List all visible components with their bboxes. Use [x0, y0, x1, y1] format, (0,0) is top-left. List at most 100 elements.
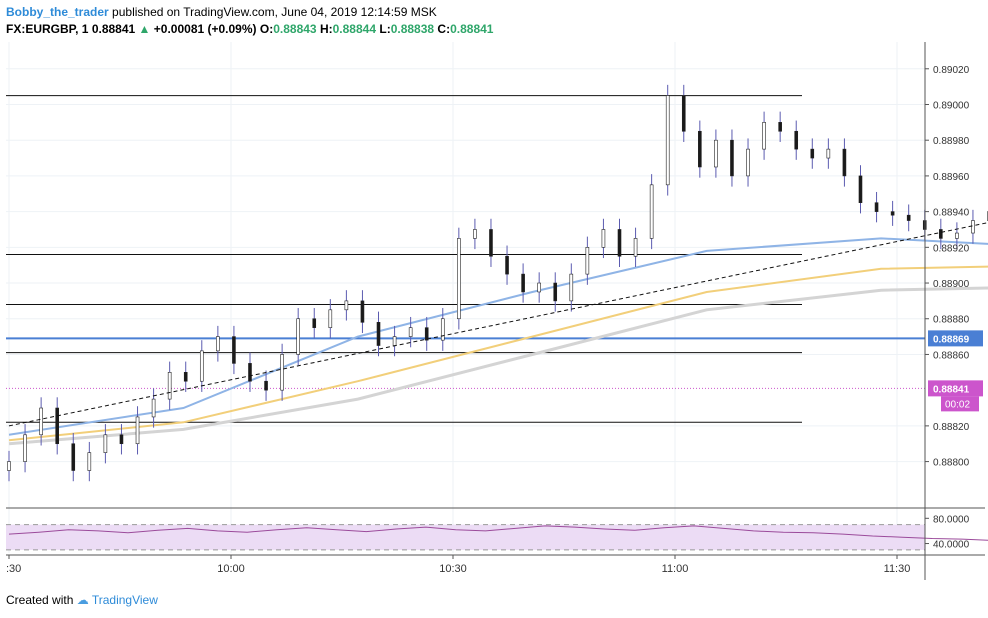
high-label: H: [319, 22, 333, 36]
candle-body [553, 282, 558, 302]
candle-body [135, 416, 140, 445]
publish-info: published on TradingView.com, June 04, 2… [112, 5, 437, 19]
candle-body [955, 232, 959, 239]
ohlc-line: FX:EURGBP, 1 0.88841 ▲ +0.00081 (+0.09%)… [6, 21, 493, 38]
countdown-bg [941, 396, 979, 412]
blue-level-label-bg [928, 330, 983, 347]
x-tick-label: 10:30 [439, 563, 467, 575]
candle-body [569, 273, 574, 302]
candle-body [360, 300, 365, 323]
candle-body [376, 322, 381, 346]
candle-body [232, 336, 236, 364]
open-label: O: [259, 22, 274, 36]
blue-level-label: 0.88869 [933, 334, 970, 345]
candle-body [681, 95, 686, 132]
candle-body [55, 407, 59, 445]
candle-body [633, 238, 638, 257]
candle-body [408, 327, 413, 337]
candle-body [119, 434, 124, 445]
grid [6, 42, 925, 553]
candle-body [440, 318, 445, 341]
high-value: 0.88844 [332, 22, 377, 36]
candle-body [71, 443, 76, 471]
x-tick-label: 10:00 [217, 563, 245, 575]
y-tick-label: 0.88900 [933, 279, 970, 290]
ma-mid-line [8, 265, 988, 442]
candle-body [714, 139, 718, 168]
y-tick-label: 0.88940 [933, 208, 970, 219]
candle-body [665, 95, 670, 186]
close-label: C: [437, 22, 451, 36]
rsi-pane [6, 524, 988, 551]
candle-body [649, 184, 654, 239]
tradingview-brand[interactable]: TradingView [91, 593, 158, 607]
candle-body [810, 148, 815, 159]
last-price-value: 0.88841 [91, 22, 136, 36]
publish-line: Bobby_the_trader published on TradingVie… [6, 4, 493, 21]
candle-body [537, 282, 541, 293]
horizontal-levels [6, 95, 925, 423]
low-value: 0.88838 [390, 22, 435, 36]
last-price-label: 0.88841 [933, 384, 970, 395]
candle-body [939, 229, 943, 239]
candle-body [521, 273, 525, 293]
tradingview-logo-icon: ☁ [76, 593, 89, 607]
rsi-line [8, 525, 988, 541]
y-tick-label: 0.88820 [933, 422, 970, 433]
y-tick-label: 0.88880 [933, 315, 970, 326]
footer: Created with ☁ TradingView [6, 593, 158, 607]
candle-body [23, 434, 27, 462]
low-label: L: [379, 22, 391, 36]
rsi-tick-label: 80.0000 [933, 514, 970, 525]
trendline [8, 222, 988, 427]
x-tick-label: 11:30 [884, 563, 911, 575]
candle-body [971, 220, 975, 234]
x-tick-label: :30 [6, 563, 21, 575]
author-name[interactable]: Bobby_the_trader [6, 5, 109, 19]
overlay-drawings: 👎 [8, 222, 988, 427]
candle-body [906, 214, 911, 221]
candle-body [890, 211, 895, 216]
candle-body [858, 175, 863, 203]
candle-body [762, 122, 766, 150]
candle-body [746, 148, 750, 177]
y-tick-label: 0.88860 [933, 350, 970, 361]
candle-body [328, 309, 333, 328]
symbol-label: FX:EURGBP, 1 [6, 22, 89, 36]
x-tick-label: 11:00 [662, 563, 689, 575]
candle-body [392, 336, 397, 346]
close-value: 0.88841 [450, 22, 494, 36]
candle-body [87, 452, 92, 471]
moving-averages [8, 237, 988, 446]
candle-body [457, 238, 461, 320]
open-value: 0.88843 [273, 22, 317, 36]
ma-slow-line [8, 286, 988, 446]
candle-body [39, 407, 43, 436]
candle-body [424, 327, 429, 341]
y-tick-label: 0.88920 [933, 243, 970, 254]
candle-body [264, 380, 268, 391]
candle-body [199, 350, 204, 382]
y-tick-label: 0.88960 [933, 172, 970, 183]
candle-body [505, 255, 509, 275]
candle-body [7, 461, 11, 471]
candle-body [103, 434, 108, 453]
candle-body [151, 398, 156, 418]
candle-body [585, 247, 590, 275]
rsi-band [6, 524, 925, 550]
candle-body [216, 336, 220, 352]
up-triangle-icon: ▲ [138, 22, 151, 36]
last-price-label-bg [928, 380, 983, 397]
y-tick-label: 0.88800 [933, 458, 970, 469]
change-value: +0.00081 (+0.09%) [153, 22, 257, 36]
axes: 0.89020 0.89000 0.88980 0.88960 0.88940 0.889… [6, 42, 985, 580]
created-with-label: Created with [6, 593, 74, 607]
candle-body [778, 122, 782, 132]
candle-body [489, 229, 493, 257]
candle-body [183, 372, 188, 382]
candle-body [296, 318, 300, 355]
candle-body [344, 300, 349, 311]
candle-body [167, 372, 172, 400]
candle-body [826, 148, 831, 159]
